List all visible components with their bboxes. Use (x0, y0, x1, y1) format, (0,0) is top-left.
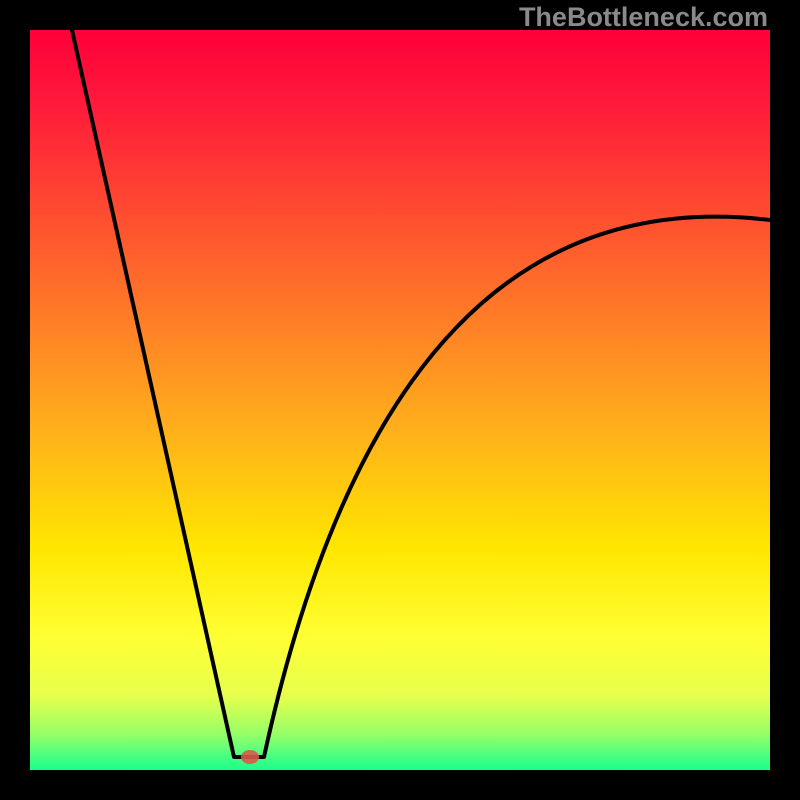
curve-path (72, 30, 770, 757)
minimum-marker (241, 750, 259, 764)
chart-container: TheBottleneck.com (0, 0, 800, 800)
watermark-text: TheBottleneck.com (519, 2, 768, 33)
bottleneck-curve (30, 30, 770, 770)
plot-area (30, 30, 770, 770)
